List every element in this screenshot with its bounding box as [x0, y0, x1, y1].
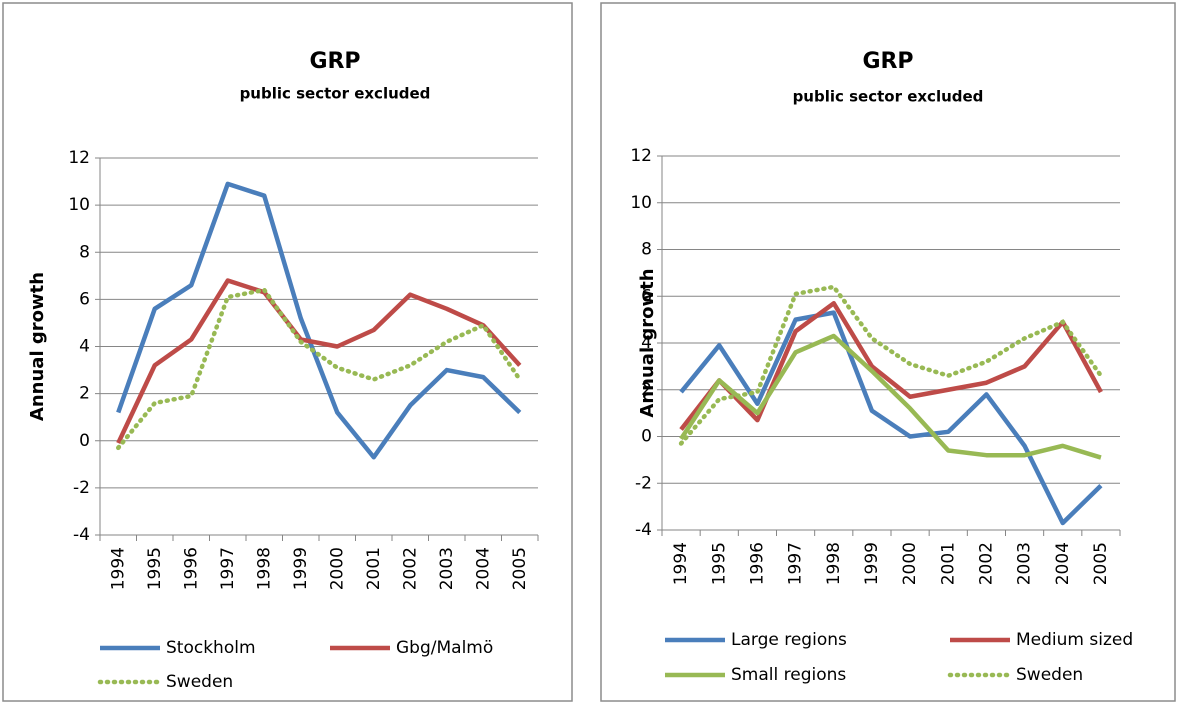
- y-tick-label: 8: [641, 240, 652, 260]
- series-line: [679, 310, 1103, 526]
- y-tick-label: 2: [79, 384, 90, 404]
- x-tick-label: 1997: [218, 547, 238, 590]
- y-tick-label: 6: [79, 289, 90, 309]
- y-tick-label: 0: [641, 427, 652, 447]
- chart-subtitle: public sector excluded: [793, 88, 984, 106]
- x-tick-label: 2003: [1015, 542, 1035, 585]
- y-tick-label: 4: [79, 337, 90, 357]
- chart-subtitle: public sector excluded: [240, 85, 431, 103]
- y-tick-label: 10: [630, 193, 652, 213]
- x-tick-label: 2001: [938, 542, 958, 585]
- x-tick-label: 2004: [473, 547, 493, 590]
- y-tick-label: 8: [79, 242, 90, 262]
- x-tick-label: 1999: [291, 547, 311, 590]
- y-tick-label: 4: [641, 333, 652, 353]
- x-tick-label: 2002: [400, 547, 420, 590]
- series-line: [679, 333, 1102, 460]
- panel-border: [600, 2, 1176, 702]
- y-axis-label: Annual growth: [27, 272, 48, 421]
- legend-label: Stockholm: [166, 638, 256, 658]
- x-tick-label: 1994: [108, 547, 128, 590]
- x-tick-label: 2004: [1053, 542, 1073, 585]
- x-tick-label: 2000: [900, 542, 920, 585]
- y-tick-label: 12: [68, 148, 90, 168]
- y-tick-label: 10: [68, 195, 90, 215]
- x-tick-label: 2005: [1091, 542, 1111, 585]
- legend-label: Gbg/Malmö: [396, 638, 493, 658]
- panel-border: [2, 2, 573, 702]
- y-tick-label: 0: [79, 431, 90, 451]
- x-tick-label: 2002: [976, 542, 996, 585]
- y-tick-label: 6: [641, 286, 652, 306]
- legend-label: Large regions: [731, 630, 847, 650]
- series-line: [678, 284, 1104, 446]
- y-tick-label: -2: [73, 478, 90, 498]
- legend-label: Medium sized: [1016, 630, 1133, 650]
- y-tick-label: 12: [630, 146, 652, 166]
- series-line: [116, 278, 522, 445]
- x-tick-label: 1998: [824, 542, 844, 585]
- series-line: [679, 301, 1103, 431]
- x-tick-label: 1996: [747, 542, 767, 585]
- x-tick-label: 1996: [181, 547, 201, 590]
- x-tick-label: 2003: [437, 547, 457, 590]
- x-tick-label: 1995: [145, 547, 165, 590]
- x-tick-label: 2001: [364, 547, 384, 590]
- x-tick-label: 2005: [510, 547, 530, 590]
- y-tick-label: -4: [635, 520, 652, 540]
- x-tick-label: 1994: [671, 542, 691, 585]
- chart-title: GRP: [309, 49, 360, 74]
- y-axis-label: Annual growth: [637, 268, 658, 417]
- x-tick-label: 1995: [709, 542, 729, 585]
- legend-label: Sweden: [166, 672, 233, 692]
- legend-label: Sweden: [1016, 665, 1083, 685]
- series-line: [116, 181, 522, 460]
- x-tick-label: 1999: [862, 542, 882, 585]
- series-line: [116, 287, 522, 451]
- y-tick-label: -2: [635, 473, 652, 493]
- y-tick-label: 2: [641, 380, 652, 400]
- x-tick-label: 1998: [254, 547, 274, 590]
- chart-title: GRP: [862, 49, 913, 74]
- x-tick-label: 1997: [786, 542, 806, 585]
- x-tick-label: 2000: [327, 547, 347, 590]
- y-tick-label: -4: [73, 525, 90, 545]
- legend-label: Small regions: [731, 665, 846, 685]
